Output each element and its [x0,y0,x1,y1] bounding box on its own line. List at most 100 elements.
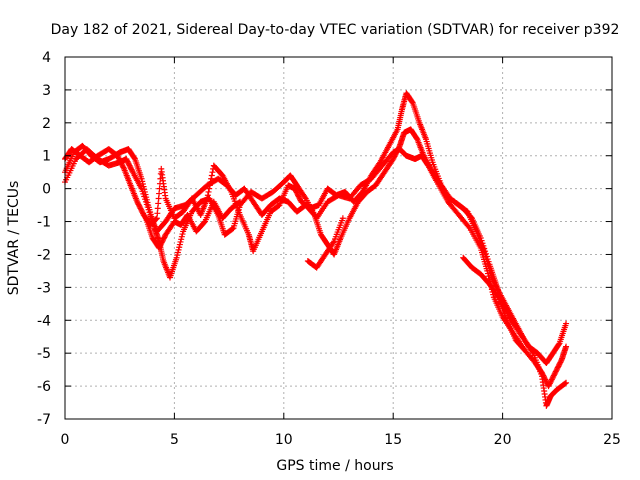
data-point [176,244,183,251]
data-point [115,155,122,162]
data-point [548,376,555,383]
data-point [529,348,536,355]
y-tick-label: -4 [37,313,51,329]
data-point [556,362,563,369]
data-point [206,185,213,192]
data-point [390,156,397,163]
data-point [142,198,149,205]
data-point [204,192,211,199]
data-point [138,175,145,182]
data-point [204,195,211,202]
data-point [146,209,153,216]
data-point [394,148,401,155]
data-point [158,239,165,246]
data-point [295,192,302,199]
data-point [175,246,182,253]
data-point [489,277,496,284]
data-point [551,371,558,378]
data-point [118,160,125,167]
data-series [62,90,570,409]
plot-frame [64,56,613,420]
data-point [123,157,130,164]
data-point [563,320,570,327]
data-point [301,194,308,201]
data-point [137,205,144,212]
data-point [563,343,570,350]
y-tick-label: 0 [42,182,51,198]
data-point [542,377,549,384]
data-point [396,144,403,151]
grid [65,57,612,419]
data-point [136,204,143,211]
data-point [547,379,554,386]
data-point [494,292,501,299]
data-point [206,182,213,189]
data-point [295,193,302,200]
y-tick-label: 4 [42,50,51,66]
data-point [237,198,244,205]
y-tick-label: 3 [42,83,51,99]
data-point [161,234,168,241]
data-point [117,157,124,164]
data-point [394,146,401,153]
data-point [114,152,121,159]
data-point [390,154,397,161]
data-point [521,346,528,353]
y-tick-label: 2 [42,116,51,132]
y-tick-label: -1 [37,215,51,231]
y-tick-label: 1 [42,149,51,165]
data-point [128,166,135,173]
data-point [292,186,299,193]
data-point [391,153,398,160]
data-point [138,185,145,192]
data-point [174,249,181,256]
data-point [208,172,215,179]
data-point [178,236,185,243]
data-point [139,188,146,195]
data-point [174,252,181,259]
axis-ticks: 0 5 10 15 20 25 -7 -6 -5 -4 -3 -2 -1 0 1 2 3 4 [37,50,621,448]
data-point [491,279,498,286]
series-track-c [62,90,570,409]
data-point [156,243,163,250]
data-point [552,369,559,376]
data-point [152,216,159,223]
data-point [205,188,212,195]
data-point [119,163,126,170]
data-point [153,215,160,222]
data-point [140,190,147,197]
data-point [562,380,569,387]
data-point [393,149,400,156]
data-point [141,193,148,200]
data-point [489,275,496,282]
x-tick-label: 25 [603,432,621,448]
data-point [142,196,149,203]
data-point [554,365,561,372]
data-point [134,198,141,205]
data-point [117,159,124,166]
data-point [208,175,215,182]
data-point [179,231,186,238]
data-point [177,238,184,245]
data-point [156,244,163,251]
data-point [157,242,164,249]
data-point [119,161,126,168]
data-point [139,178,146,185]
data-point [159,238,166,245]
data-point [173,254,180,261]
data-point [556,360,563,367]
data-point [291,185,298,192]
data-point [134,200,141,207]
data-point [120,164,127,171]
x-tick-label: 10 [275,432,293,448]
data-point [145,206,152,213]
data-point [546,381,553,388]
data-point [550,372,557,379]
data-point [176,241,183,248]
data-point [557,359,564,366]
data-point [124,158,131,165]
data-point [144,204,151,211]
y-tick-label: -6 [37,379,51,395]
data-point [552,368,559,375]
